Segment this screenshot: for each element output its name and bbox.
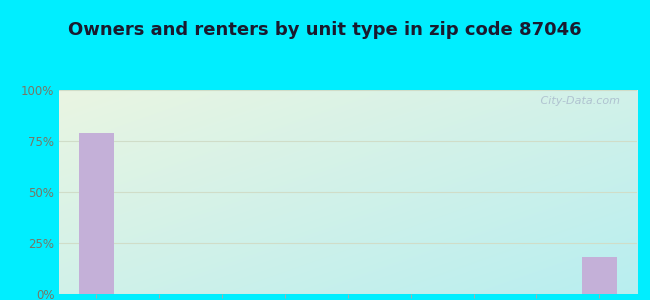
Bar bbox=[582, 257, 617, 294]
Bar bbox=[79, 133, 114, 294]
Text: Owners and renters by unit type in zip code 87046: Owners and renters by unit type in zip c… bbox=[68, 21, 582, 39]
Text: City-Data.com: City-Data.com bbox=[537, 96, 619, 106]
